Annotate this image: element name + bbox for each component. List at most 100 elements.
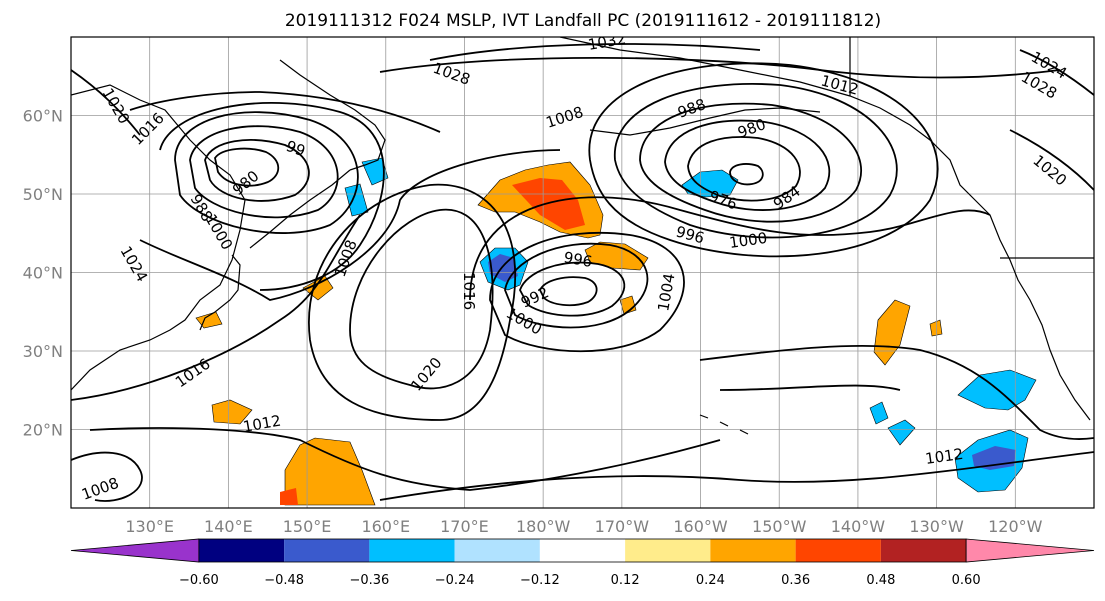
colorbar-tick-label: −0.48: [264, 573, 304, 588]
colorbar-tick-label: −0.12: [520, 573, 560, 588]
positive-anomaly-south-core: [280, 488, 298, 505]
colorbar-bin: [369, 539, 455, 562]
longitude-tick-labels: 130°E 140°E 150°E 160°E 170°E 180°W 170°W 160°W…: [125, 517, 1042, 536]
contour-aleutian-low-3: [664, 119, 831, 211]
colorbar-bin: [454, 539, 540, 562]
contour-label: 99: [284, 137, 308, 160]
longitude-tick-label: 140°W: [831, 517, 886, 536]
colorbar-tick-label: 0.24: [696, 573, 725, 588]
colorbar: −0.60 −0.48 −0.36 −0.24 −0.12 0.12 0.24 0.36 0.4…: [70, 538, 1095, 588]
positive-anomaly-south: [284, 437, 376, 506]
contour-label: 1000: [728, 229, 768, 252]
contour-1008-west: [159, 102, 385, 291]
coastlines: [71, 37, 1094, 435]
contour-1000-central: [489, 231, 685, 353]
colorbar-bins: [70, 538, 1095, 563]
contour-western-low-outer: [174, 111, 359, 234]
contour-988-central: [538, 276, 598, 307]
longitude-tick-label: 120°W: [988, 517, 1043, 536]
aleutian-islands: [589, 107, 821, 136]
negative-anomaly-hawaii-ne: [869, 401, 889, 425]
contour-aleutian-low-core: [729, 163, 764, 186]
latitude-tick-label: 60°N: [23, 107, 63, 126]
contour-label: 996: [562, 248, 593, 271]
colorbar-bin: [284, 539, 370, 562]
contour-1024-ne: [1019, 49, 1094, 96]
contour-western-low-mid: [189, 125, 339, 219]
hawaii-islands: [699, 414, 749, 435]
positive-anomaly-small: [619, 295, 637, 315]
kamchatka-coastline: [279, 59, 386, 171]
graticule: [71, 37, 1094, 508]
colorbar-tick-label: 0.48: [866, 573, 895, 588]
contour-1004: [469, 196, 991, 301]
longitude-tick-label: 150°W: [752, 517, 807, 536]
contour-western-low-inner: [204, 139, 310, 202]
colorbar-bin: [625, 539, 711, 562]
contour-1008-sw: [71, 451, 143, 502]
longitude-tick-label: 130°E: [125, 517, 174, 536]
japan-coastline: [199, 254, 241, 331]
contour-1028: [379, 56, 1061, 79]
contour-996-central: [504, 242, 649, 329]
longitude-tick-label: 140°E: [204, 517, 253, 536]
colorbar-tick-label: 0.60: [952, 573, 981, 588]
contour-label: 1012: [924, 445, 964, 468]
longitude-tick-label: 170°W: [595, 517, 650, 536]
longitude-tick-label: 130°W: [909, 517, 964, 536]
negative-anomaly-aleutian: [681, 169, 739, 198]
longitude-tick-label: 160°E: [361, 517, 410, 536]
contour-1012-east: [699, 344, 1094, 440]
colorbar-tick-label: 0.36: [781, 573, 810, 588]
colorbar-tick-label: −0.24: [435, 573, 475, 588]
longitude-tick-label: 150°E: [283, 517, 332, 536]
map-frame: [70, 36, 1095, 509]
colorbar-outline: [198, 538, 967, 563]
contour-1016-nw: [129, 91, 441, 133]
colorbar-tick-label: −0.36: [349, 573, 389, 588]
negative-anomaly-hawaii-ne2: [887, 419, 916, 446]
contour-992-central: [519, 261, 626, 317]
kuril-islands: [249, 169, 351, 249]
contour-1032: [429, 43, 761, 61]
longitude-tick-label: 170°E: [440, 517, 489, 536]
contour-1016-east: [719, 384, 901, 391]
colorbar-min-arrow: [70, 538, 200, 563]
contour-1012-se: [379, 451, 1094, 501]
longitude-tick-label: 160°W: [673, 517, 728, 536]
longitude-tick-label: 180°W: [516, 517, 571, 536]
contour-1020-central: [349, 208, 494, 390]
contour-1016-central: [308, 183, 517, 421]
alaska-coastline: [559, 37, 991, 216]
latitude-tick-label: 20°N: [23, 421, 63, 440]
colorbar-tick-labels: −0.60 −0.48 −0.36 −0.24 −0.12 0.12 0.24 0.36 0.4…: [179, 573, 981, 588]
positive-anomaly-pacific: [211, 399, 253, 425]
positive-anomaly-gulf-core: [512, 178, 585, 230]
latitude-tick-label: 40°N: [23, 264, 63, 283]
colorbar-tick-label: 0.12: [611, 573, 640, 588]
contour-1020-nw: [71, 69, 141, 136]
contour-aleutian-low-2: [639, 102, 862, 223]
negative-anomaly-kamchatka: [361, 157, 389, 186]
contour-1016-sw: [71, 214, 361, 401]
colorbar-bin: [539, 539, 626, 562]
colorbar-max-arrow: [965, 538, 1095, 563]
map-panel: 1032 1028 1024 1028 1020 1016 1008 988 9…: [70, 36, 1095, 509]
colorbar-bin: [795, 539, 881, 562]
contour-label: 1016: [460, 272, 478, 310]
colorbar-bin: [198, 539, 285, 562]
positive-anomaly-california: [873, 299, 911, 366]
contour-1012-mid: [89, 427, 721, 491]
colorbar-bin: [880, 539, 967, 562]
figure-title: 2019111312 F024 MSLP, IVT Landfall PC (2…: [285, 11, 881, 31]
mslp-contours: [71, 43, 1094, 502]
latitude-tick-labels: 20°N 30°N 40°N 50°N 60°N: [23, 107, 63, 440]
colorbar-bin: [710, 539, 796, 562]
contour-aleutian-low-1: [614, 83, 898, 239]
colorbar-tick-label: −0.60: [179, 573, 219, 588]
contour-aleutian-low-outer: [588, 62, 939, 258]
contour-aleutian-low-4: [687, 136, 801, 202]
north-america-west-coast: [989, 214, 1091, 421]
latitude-tick-label: 50°N: [23, 185, 63, 204]
